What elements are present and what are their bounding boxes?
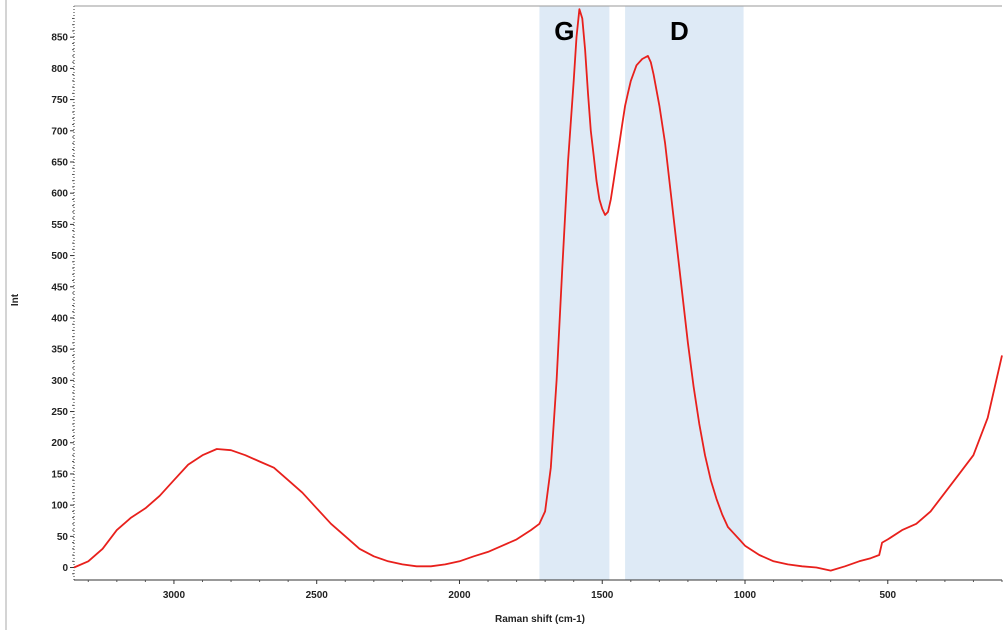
y-tick-label: 200 (51, 438, 68, 449)
shaded-bands (539, 6, 744, 580)
y-tick-label: 350 (51, 345, 68, 356)
x-tick-label: 2500 (306, 590, 329, 601)
y-tick-label: 650 (51, 157, 68, 168)
band-d (625, 6, 744, 580)
x-tick-label: 1000 (734, 590, 757, 601)
x-tick-label: 2000 (448, 590, 471, 601)
y-tick-label: 850 (51, 33, 68, 44)
y-tick-label: 550 (51, 220, 68, 231)
x-tick-label: 1500 (591, 590, 614, 601)
y-tick-label: 150 (51, 469, 68, 480)
y-tick-label: 250 (51, 407, 68, 418)
y-tick-label: 450 (51, 282, 68, 293)
y-tick-label: 300 (51, 376, 68, 387)
series-line (73, 8, 1003, 572)
axis-ticks: 0 50 100 150 200 250 300 350 400 450 500 550 600 650 7… (51, 17, 1003, 601)
plot-frame (5, 0, 1002, 630)
series-layer (73, 8, 1003, 572)
y-axis-title: Int (10, 293, 21, 306)
y-tick-label: 750 (51, 95, 68, 106)
y-tick-label: 800 (51, 64, 68, 75)
y-tick-label: 50 (57, 532, 69, 543)
band-g (539, 6, 610, 580)
y-tick-label: 600 (51, 189, 68, 200)
x-tick-label: 3000 (163, 590, 186, 601)
y-tick-label: 0 (62, 563, 68, 574)
x-axis-title: Raman shift (cm-1) (495, 614, 585, 625)
y-tick-label: 400 (51, 313, 68, 324)
y-tick-label: 700 (51, 126, 68, 137)
x-tick-label: 500 (879, 590, 896, 601)
y-tick-label: 100 (51, 501, 68, 512)
band-label-g: G (554, 16, 574, 46)
y-tick-label: 500 (51, 251, 68, 262)
band-label-d: D (670, 16, 689, 46)
